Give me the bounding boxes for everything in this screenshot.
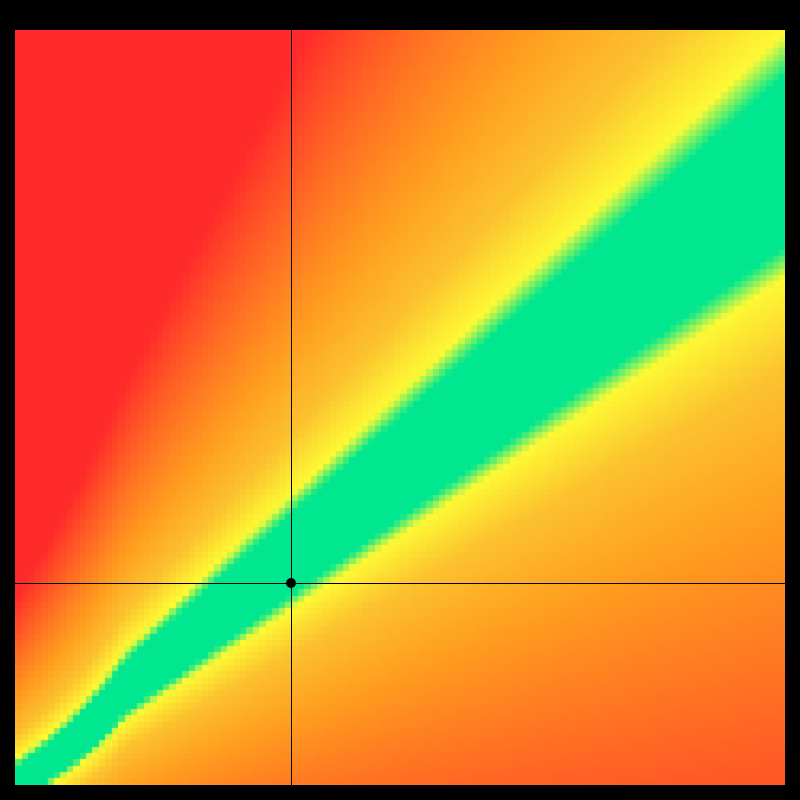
crosshair-vertical — [291, 30, 292, 785]
data-point-marker — [286, 578, 296, 588]
chart-container: TheBottleneck.com — [0, 0, 800, 800]
chart-frame — [0, 0, 800, 800]
crosshair-horizontal — [15, 583, 785, 584]
bottleneck-heatmap — [15, 30, 785, 785]
